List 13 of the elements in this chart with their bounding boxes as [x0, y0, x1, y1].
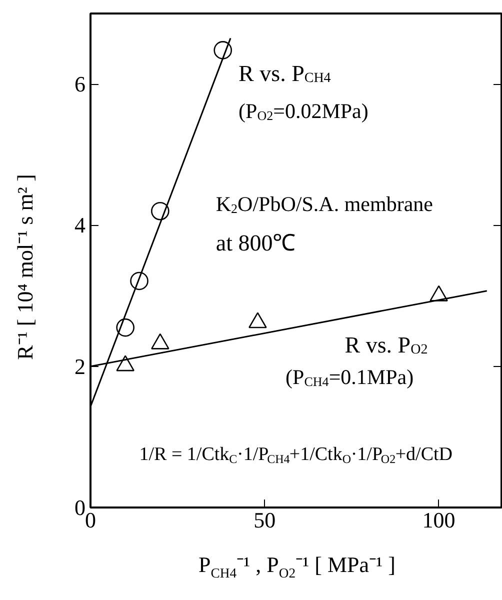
y-tick-label: 2: [74, 354, 86, 379]
annotation: R vs. PCH4: [238, 60, 331, 86]
x-axis-title: P$_{CH4}$⁻¹ , P$_{O2}$⁻¹ [ MPa⁻¹ ]: [198, 551, 396, 582]
y-tick-label: 4: [74, 212, 86, 238]
annotation: K2O/PbO/S.A. membrane: [216, 192, 433, 216]
annotation: at 800℃: [216, 230, 296, 256]
annotation: R vs. PO2: [344, 332, 428, 358]
x-tick-label: 100: [422, 508, 456, 532]
x-tick-label: 50: [254, 508, 276, 532]
annotation: (PO2=0.02MPa): [238, 98, 368, 124]
annotation: (PCH4=0.1MPa): [286, 364, 414, 390]
y-axis-title: R⁻¹ [ 10⁴ mol⁻¹ s m² ]: [11, 174, 38, 360]
y-tick-label: 6: [74, 72, 86, 97]
